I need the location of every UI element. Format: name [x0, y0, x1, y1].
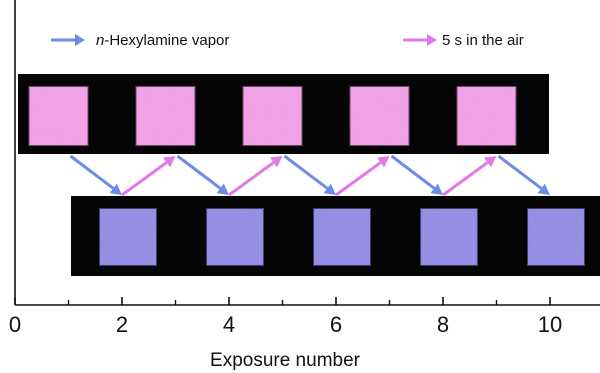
x-tick-label: 8	[437, 312, 449, 337]
sample-square	[242, 86, 303, 146]
sample-square	[28, 86, 89, 146]
legend-arrow-head	[427, 34, 437, 46]
sample-square	[206, 208, 264, 266]
x-tick-label: 6	[330, 312, 342, 337]
legend-entry-air: 5 s in the air	[403, 32, 524, 49]
x-axis-ticks: 0 2 4 6 8 10	[9, 297, 562, 337]
arrow-vapor	[69, 154, 122, 195]
x-tick-label: 0	[9, 312, 21, 337]
sample-square	[456, 86, 517, 146]
x-axis-title: Exposure number	[210, 350, 361, 371]
arrow-air	[442, 156, 497, 197]
legend: n-Hexylamine vapor 5 s in the air	[51, 32, 524, 49]
x-tick-label: 4	[223, 312, 235, 337]
legend-entry-vapor: n-Hexylamine vapor	[51, 32, 229, 49]
sample-square	[99, 208, 157, 266]
x-tick-label: 2	[116, 312, 128, 337]
arrow-air	[228, 156, 283, 197]
legend-arrow-head	[75, 34, 85, 46]
sample-square	[313, 208, 371, 266]
arrow-vapor	[390, 154, 443, 195]
arrow-vapor	[283, 154, 336, 195]
photo-strips	[18, 74, 600, 276]
arrow-air	[121, 156, 176, 197]
arrow-vapor	[176, 154, 229, 195]
legend-label: n-Hexylamine vapor	[96, 32, 229, 49]
sample-square	[527, 208, 585, 266]
legend-label: 5 s in the air	[442, 32, 524, 49]
arrow-air	[335, 156, 390, 197]
sample-square	[349, 86, 410, 146]
arrow-vapor	[497, 154, 550, 195]
x-tick-label: 10	[538, 312, 562, 337]
sample-square	[135, 86, 196, 146]
sample-square	[420, 208, 478, 266]
transition-arrows	[69, 154, 550, 197]
